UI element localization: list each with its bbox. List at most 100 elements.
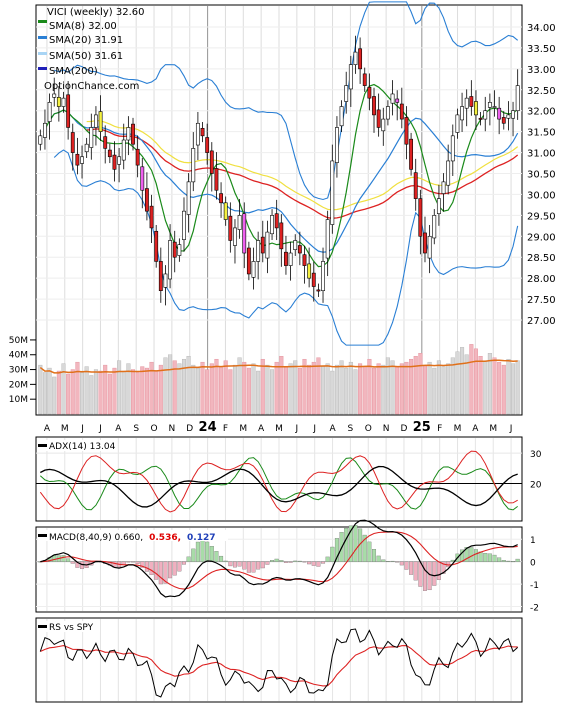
volume-bar [135, 372, 140, 415]
adx-legend-bg [38, 440, 116, 451]
macd-histogram-bar [422, 561, 427, 591]
candle-body [284, 251, 288, 266]
volume-bar [205, 369, 210, 415]
volume-bar [344, 367, 349, 415]
volume-bar [186, 356, 191, 415]
macd-histogram-bar [126, 561, 131, 563]
ticker-label: VICI (weekly) 32.60 [47, 7, 144, 18]
candle-body [492, 106, 497, 109]
price-tick-label: 31.50 [527, 128, 556, 139]
volume-bar [80, 372, 85, 415]
macd-histogram-bar [131, 561, 136, 563]
volume-bar [181, 358, 186, 415]
candle-body [200, 127, 205, 137]
macd-histogram-bar [381, 559, 386, 562]
volume-bar [52, 376, 57, 415]
rs-legend-swatch [38, 625, 47, 628]
macd-histogram-bar [367, 541, 372, 562]
macd-histogram-bar [372, 549, 377, 562]
macd-histogram-bar [353, 524, 358, 562]
volume-bar [107, 373, 112, 415]
macd-histogram-bar [195, 541, 200, 562]
adx-tick-label: 20 [530, 481, 542, 491]
macd-signal-line [40, 531, 518, 590]
volume-bar [117, 360, 122, 415]
volume-bar [103, 364, 108, 415]
candle-body [177, 244, 182, 256]
candle-body [436, 198, 441, 214]
price-tick-label: 30.50 [527, 170, 556, 181]
price-tick-label: 27.50 [527, 295, 556, 306]
volume-bar [70, 369, 75, 415]
macd-histogram-bar [61, 555, 66, 562]
month-tick-label: A [472, 424, 479, 434]
volume-bar [163, 357, 168, 415]
volume-bar [427, 361, 432, 415]
volume-bar [177, 363, 182, 415]
volume-bar [353, 369, 358, 415]
macd-histogram-bar [163, 561, 168, 584]
candle-body [61, 97, 66, 107]
candle-body [126, 127, 131, 141]
candle-body [223, 202, 228, 220]
volume-bar [316, 357, 321, 415]
candle-body [246, 247, 251, 275]
price-tick-label: 31.00 [527, 149, 556, 160]
volume-bar [168, 354, 173, 415]
volume-bar [441, 366, 446, 415]
macd-histogram-bar [473, 549, 478, 562]
month-tick-label: O [150, 424, 157, 434]
macd-histogram-bar [497, 557, 502, 562]
volume-bar [325, 363, 330, 415]
legend-swatch-sma20 [38, 36, 47, 39]
candle-body [89, 127, 94, 148]
macd-histogram-bar [149, 561, 154, 576]
volume-bar [307, 364, 312, 415]
month-tick-label: F [223, 424, 228, 434]
volume-bar [260, 358, 265, 415]
macd-histogram-bar [385, 561, 390, 562]
volume-bar [195, 367, 200, 415]
candle-body [256, 240, 261, 262]
macd-histogram-bar [316, 561, 321, 567]
candle-body [423, 232, 427, 254]
candle-body [94, 114, 98, 128]
candle-body [260, 236, 265, 254]
month-tick-label: M [239, 424, 247, 434]
volume-bar [399, 363, 404, 415]
volume-bar [395, 366, 400, 415]
macd-histogram-bar [228, 561, 233, 567]
macd-histogram-bar [70, 561, 75, 564]
volume-bar [283, 366, 288, 415]
candle-body [497, 107, 502, 120]
macd-histogram-bar [223, 560, 228, 562]
month-tick-label: J [295, 424, 299, 434]
volume-bar [265, 364, 270, 415]
candle-body [191, 148, 196, 183]
volume-bar [270, 369, 275, 415]
macd-histogram-bar [186, 556, 191, 562]
candle-body [237, 215, 242, 230]
volume-bar [75, 361, 80, 415]
price-tick-label: 29.50 [527, 211, 556, 222]
macd-histogram-bar [191, 548, 196, 562]
volume-bar [191, 364, 196, 415]
volume-bar [483, 360, 488, 415]
macd-histogram-bar [358, 528, 363, 562]
adx-legend-swatch [38, 444, 47, 447]
candle-body [487, 102, 492, 108]
macd-line [40, 519, 518, 598]
candle-body [321, 261, 325, 291]
macd-legend: MACD(8,40,9) 0.660, 0.536, 0.127 [38, 530, 228, 543]
volume-bars [38, 344, 520, 415]
candle-body [186, 181, 191, 215]
volume-bar [293, 360, 298, 415]
volume-bar [460, 347, 465, 415]
candle-body [168, 240, 173, 280]
month-tick-label: A [329, 424, 336, 434]
adx-line [40, 465, 518, 508]
candle-body [52, 93, 57, 98]
candle-body [353, 51, 358, 65]
legend-swatch-sma200 [38, 67, 47, 70]
macd-histogram-bar [293, 560, 298, 562]
